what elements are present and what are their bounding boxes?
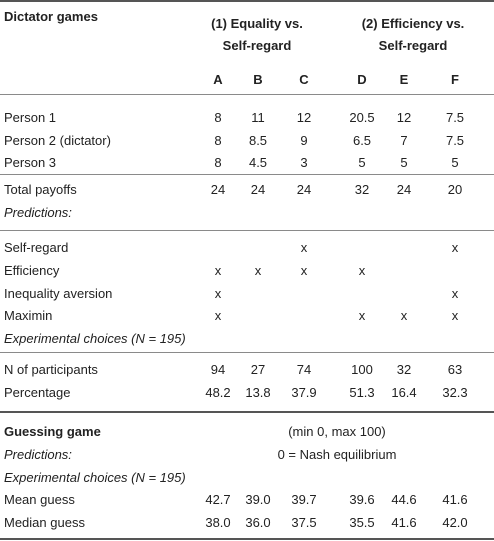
cell: 42.7 [205, 492, 231, 507]
experimental-choices-label: Experimental choices (N = 195) [4, 331, 186, 346]
row-label-person-1: Person 1 [4, 110, 57, 125]
cell: 39.6 [349, 492, 375, 507]
cell: 41.6 [391, 515, 417, 530]
cell: 11 [251, 110, 265, 125]
column-header-a: A [213, 72, 223, 87]
cell: x [214, 263, 222, 278]
cell: 39.7 [291, 492, 317, 507]
cell: 7.5 [445, 110, 465, 125]
cell: 9 [300, 133, 308, 148]
cell: 7 [400, 133, 408, 148]
column-header-c: C [299, 72, 309, 87]
cell: 35.5 [349, 515, 375, 530]
guessing-predictions-label: Predictions: [4, 447, 72, 462]
cell: 32 [354, 182, 370, 197]
experimental-rule [0, 352, 494, 353]
cell: 24 [296, 182, 312, 197]
cell: 94 [210, 362, 226, 377]
row-label-n-participants: N of participants [4, 362, 98, 377]
predictions-rule [0, 230, 494, 231]
cell: 74 [296, 362, 312, 377]
cell: x [451, 240, 459, 255]
cell: 37.5 [291, 515, 317, 530]
cell: 4.5 [248, 155, 268, 170]
row-label-median-guess: Median guess [4, 515, 85, 530]
cell: 5 [451, 155, 459, 170]
cell: 20 [447, 182, 463, 197]
column-header-f: F [451, 72, 459, 87]
cell: 24 [396, 182, 412, 197]
column-header-b: B [253, 72, 263, 87]
column-header-d: D [357, 72, 367, 87]
cell: x [451, 286, 459, 301]
cell: 48.2 [205, 385, 231, 400]
guessing-title: Guessing game [4, 424, 101, 439]
top-rule [0, 0, 494, 2]
cell: x [214, 286, 222, 301]
cell: 5 [358, 155, 366, 170]
guessing-range-note: (min 0, max 100) [288, 424, 386, 439]
cell: 3 [300, 155, 308, 170]
cell: x [300, 263, 308, 278]
row-label-maximin: Maximin [4, 308, 53, 323]
dictator-title: Dictator games [4, 9, 98, 24]
cell: 8 [214, 110, 222, 125]
cell: 39.0 [245, 492, 271, 507]
cell: 51.3 [349, 385, 375, 400]
cell: 12 [396, 110, 412, 125]
cell: 6.5 [352, 133, 372, 148]
cell: 44.6 [391, 492, 417, 507]
cell: x [358, 308, 366, 323]
cell: 7.5 [445, 133, 465, 148]
cell: 32.3 [442, 385, 468, 400]
header-rule [0, 94, 494, 95]
cell: 63 [447, 362, 463, 377]
guessing-experimental-label: Experimental choices (N = 195) [4, 470, 186, 485]
row-label-mean-guess: Mean guess [4, 492, 75, 507]
row-label-total-payoffs: Total payoffs [4, 182, 77, 197]
cell: x [400, 308, 408, 323]
cell: 27 [250, 362, 266, 377]
group2-header-line1: (2) Efficiency vs. [361, 16, 465, 31]
group1-header-line1: (1) Equality vs. [211, 16, 303, 31]
cell: 24 [250, 182, 266, 197]
bottom-rule [0, 538, 494, 540]
group2-header-line2: Self-regard [378, 38, 448, 53]
row-label-percentage: Percentage [4, 385, 71, 400]
row-label-efficiency: Efficiency [4, 263, 60, 278]
column-header-e: E [399, 72, 409, 87]
row-label-self-regard: Self-regard [4, 240, 69, 255]
group1-header-line2: Self-regard [222, 38, 292, 53]
cell: 8 [214, 133, 222, 148]
cell: 100 [351, 362, 373, 377]
cell: 24 [210, 182, 226, 197]
predictions-label: Predictions: [4, 205, 72, 220]
cell: 13.8 [245, 385, 271, 400]
row-label-inequality-aversion: Inequality aversion [4, 286, 113, 301]
cell: x [214, 308, 222, 323]
cell: 5 [400, 155, 408, 170]
cell: 8 [214, 155, 222, 170]
cell: x [358, 263, 366, 278]
persons-rule [0, 174, 494, 175]
cell: 36.0 [245, 515, 271, 530]
row-label-person-2: Person 2 (dictator) [4, 133, 111, 148]
cell: 20.5 [349, 110, 375, 125]
cell: 12 [296, 110, 312, 125]
cell: x [254, 263, 262, 278]
guessing-prediction-value: 0 = Nash equilibrium [277, 447, 397, 462]
cell: x [300, 240, 308, 255]
cell: 8.5 [248, 133, 268, 148]
cell: 38.0 [205, 515, 231, 530]
cell: 32 [396, 362, 412, 377]
cell: 16.4 [391, 385, 417, 400]
row-label-person-3: Person 3 [4, 155, 57, 170]
cell: 42.0 [442, 515, 468, 530]
cell: 37.9 [291, 385, 317, 400]
cell: x [451, 308, 459, 323]
cell: 41.6 [442, 492, 468, 507]
section-rule [0, 411, 494, 413]
